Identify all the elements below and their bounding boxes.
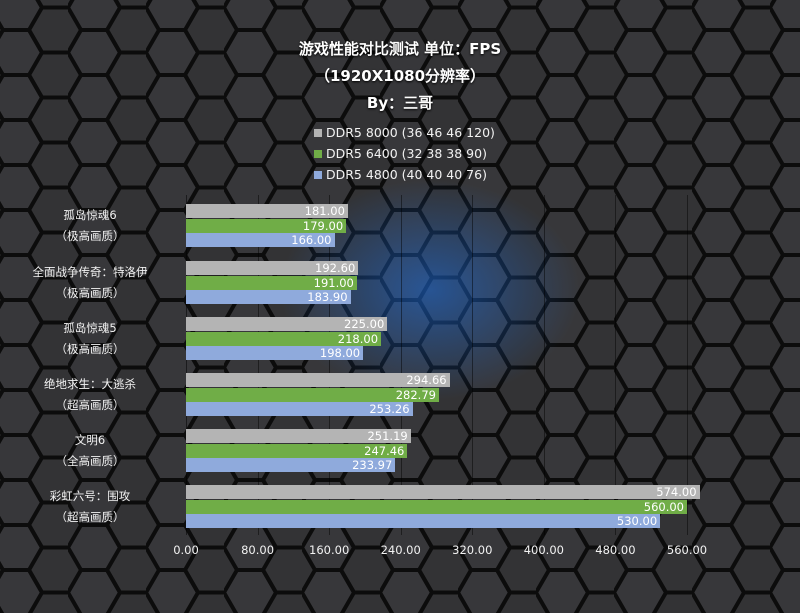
category-label: 文明6 （全高画质）: [0, 430, 180, 472]
bar[interactable]: 181.00: [186, 204, 348, 218]
bar-value-label: 179.00: [302, 218, 344, 233]
category-quality: （极高画质）: [55, 342, 125, 356]
bar-value-label: 183.90: [307, 290, 348, 304]
x-tick-label: 80.00: [241, 543, 275, 557]
x-tick-label: 400.00: [523, 543, 564, 557]
bar-value-label: 233.97: [352, 458, 393, 472]
gridline: [329, 195, 331, 535]
bar[interactable]: 218.00: [186, 331, 382, 346]
category-name: 彩虹六号：围攻: [49, 489, 131, 503]
gridline: [543, 195, 545, 535]
bar-value-label: 251.19: [367, 429, 408, 443]
category-name: 孤岛惊魂6: [63, 208, 117, 222]
category-label: 绝地求生：大逃杀 （超高画质）: [0, 374, 180, 416]
bar-value-label: 218.00: [337, 331, 379, 346]
bar[interactable]: 198.00: [186, 346, 364, 360]
bar[interactable]: 166.00: [186, 233, 335, 247]
bar[interactable]: 192.60: [186, 261, 359, 275]
x-tick-label: 240.00: [380, 543, 421, 557]
bar[interactable]: 253.26: [186, 402, 413, 416]
legend-swatch-icon: [314, 149, 322, 158]
legend-label: DDR5 8000 (36 46 46 120): [326, 125, 495, 140]
bar[interactable]: 294.66: [186, 373, 450, 387]
gridline: [400, 195, 402, 535]
bar-value-label: 560.00: [643, 499, 684, 514]
bar-value-label: 294.66: [406, 373, 447, 387]
bar[interactable]: 179.00: [186, 218, 347, 233]
gridline: [257, 195, 259, 535]
bar[interactable]: 183.90: [186, 290, 351, 304]
category-name: 绝地求生：大逃杀: [44, 377, 136, 391]
x-tick-label: 320.00: [452, 543, 493, 557]
bar-value-label: 198.00: [319, 346, 361, 360]
y-axis-line: [186, 195, 187, 535]
category-label: 彩虹六号：围攻 （超高画质）: [0, 486, 180, 528]
category-name: 全面战争传奇：特洛伊: [32, 265, 148, 279]
bar[interactable]: 191.00: [186, 275, 357, 290]
category-quality: （超高画质）: [55, 398, 125, 412]
legend-swatch-icon: [314, 128, 322, 137]
category-label: 孤岛惊魂6 （极高画质）: [0, 205, 180, 247]
bar[interactable]: 225.00: [186, 317, 388, 331]
category-quality: （全高画质）: [55, 454, 125, 468]
bar-value-label: 225.00: [344, 317, 385, 331]
legend-label: DDR5 6400 (32 38 38 90): [326, 146, 487, 161]
bar-value-label: 191.00: [313, 275, 354, 290]
category-name: 孤岛惊魂5: [63, 321, 117, 335]
legend-swatch-icon: [314, 170, 322, 179]
category-quality: （超高画质）: [55, 510, 125, 524]
legend-label: DDR5 4800 (40 40 40 76): [326, 167, 487, 182]
bar[interactable]: 282.79: [186, 387, 439, 402]
bar[interactable]: 530.00: [186, 514, 661, 528]
plot-area: 181.00 179.00 166.00 192.60 191.00 183.90 225.…: [186, 195, 706, 535]
bar-value-label: 247.46: [364, 443, 405, 458]
bar-value-label: 530.00: [616, 514, 658, 528]
gridline: [615, 195, 617, 535]
bar-value-label: 253.26: [369, 402, 410, 416]
chart-subtitle: （1920X1080分辨率）: [314, 67, 486, 85]
legend-item-ddr5-4800[interactable]: DDR5 4800 (40 40 40 76): [314, 164, 495, 185]
chart-title: 游戏性能对比测试 单位：FPS: [298, 40, 502, 58]
bar[interactable]: 247.46: [186, 443, 408, 458]
legend-item-ddr5-6400[interactable]: DDR5 6400 (32 38 38 90): [314, 143, 495, 164]
legend-item-ddr5-8000[interactable]: DDR5 8000 (36 46 46 120): [314, 122, 495, 143]
category-quality: （极高画质）: [55, 286, 125, 300]
gridline: [687, 195, 688, 535]
bar-value-label: 282.79: [395, 387, 436, 402]
bar[interactable]: 233.97: [186, 458, 396, 472]
chart-author: By：三哥: [366, 94, 434, 112]
bar-value-label: 166.00: [291, 233, 332, 247]
bar-value-label: 181.00: [304, 204, 345, 218]
x-tick-label: 560.00: [666, 543, 708, 557]
x-tick-label: 480.00: [595, 543, 636, 557]
category-label: 全面战争传奇：特洛伊 （极高画质）: [0, 262, 180, 304]
bar-value-label: 574.00: [656, 485, 697, 499]
x-tick-label: 160.00: [309, 543, 350, 557]
legend: DDR5 8000 (36 46 46 120) DDR5 6400 (32 3…: [314, 122, 495, 185]
category-label: 孤岛惊魂5 （极高画质）: [0, 318, 180, 360]
gridline: [472, 195, 474, 535]
bar-value-label: 192.60: [315, 261, 356, 275]
bar[interactable]: 560.00: [186, 499, 687, 514]
bar[interactable]: 574.00: [186, 485, 700, 499]
x-tick-label: 0.00: [173, 543, 199, 557]
bar[interactable]: 251.19: [186, 429, 411, 443]
category-quality: （极高画质）: [55, 229, 125, 243]
category-name: 文明6: [74, 433, 106, 447]
